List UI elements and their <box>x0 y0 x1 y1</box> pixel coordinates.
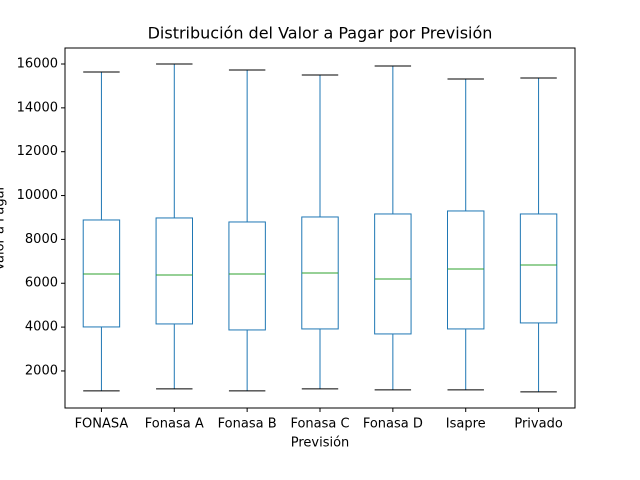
x-tick-label: Fonasa D <box>363 417 423 432</box>
y-tick-label: 4000 <box>25 320 58 335</box>
x-tick-label: Fonasa A <box>145 417 204 432</box>
box <box>447 210 485 330</box>
box <box>228 221 266 331</box>
y-tick-label: 2000 <box>25 363 58 378</box>
y-tick-label: 8000 <box>25 232 58 247</box>
y-tick-label: 6000 <box>25 276 58 291</box>
chart-title: Distribución del Valor a Pagar por Previ… <box>148 24 493 43</box>
box <box>519 213 558 324</box>
x-axis-label: Previsión <box>291 436 350 451</box>
y-tick-label: 16000 <box>17 57 58 72</box>
box <box>374 213 412 335</box>
x-tick-label: FONASA <box>75 417 129 432</box>
y-tick-label: 10000 <box>17 188 58 203</box>
y-tick-label: 14000 <box>17 100 58 115</box>
x-tick-label: Privado <box>514 417 562 432</box>
x-tick-label: Fonasa C <box>290 417 349 432</box>
x-tick-label: Fonasa B <box>218 417 277 432</box>
y-tick-label: 12000 <box>17 144 58 159</box>
y-axis-label: Valor a Pagar <box>0 184 8 270</box>
x-tick-label: Isapre <box>446 417 486 432</box>
box <box>155 217 193 325</box>
